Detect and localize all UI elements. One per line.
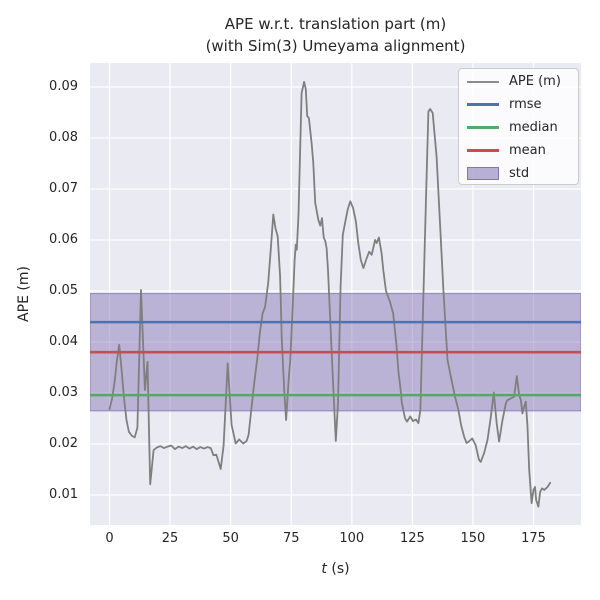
x-axis-label-variable: t bbox=[321, 561, 327, 577]
y-tick-label: 0.04 bbox=[49, 334, 78, 349]
x-tick-label: 125 bbox=[399, 531, 425, 546]
x-axis-label: t (s) bbox=[90, 561, 581, 577]
legend-line-swatch bbox=[467, 80, 499, 83]
plot-area: APE (m) rmse median mean std bbox=[90, 63, 581, 525]
legend-label: std bbox=[509, 166, 530, 181]
legend-item: std bbox=[459, 162, 578, 185]
y-tick-label: 0.02 bbox=[49, 436, 78, 451]
legend-label: mean bbox=[509, 143, 546, 158]
y-tick-label: 0.08 bbox=[49, 130, 78, 146]
ape-curve bbox=[108, 80, 552, 508]
x-tick-label: 150 bbox=[460, 531, 486, 546]
legend-label: APE (m) bbox=[509, 74, 561, 89]
x-tick-label: 100 bbox=[339, 531, 365, 546]
legend-line-swatch bbox=[467, 126, 499, 129]
x-tick-label: 175 bbox=[521, 531, 546, 546]
legend-label: median bbox=[509, 120, 558, 135]
y-tick-label: 0.07 bbox=[49, 181, 78, 197]
legend: APE (m) rmse median mean std bbox=[458, 68, 579, 185]
chart-title: APE w.r.t. translation part (m) (with Si… bbox=[90, 13, 581, 57]
plot-canvas bbox=[90, 63, 581, 525]
y-tick-label: 0.05 bbox=[49, 283, 78, 299]
x-axis-label-unit: (s) bbox=[326, 561, 350, 577]
y-tick-label: 0.06 bbox=[49, 232, 78, 248]
legend-item: median bbox=[459, 116, 578, 139]
legend-item: APE (m) bbox=[459, 70, 578, 93]
x-tick-label: 75 bbox=[282, 531, 300, 546]
legend-item: rmse bbox=[459, 93, 578, 116]
chart-title-line2: (with Sim(3) Umeyama alignment) bbox=[205, 37, 466, 55]
y-tick-label: 0.03 bbox=[49, 385, 78, 400]
legend-item: mean bbox=[459, 139, 578, 162]
x-tick-label: 0 bbox=[105, 531, 114, 546]
legend-line-swatch bbox=[467, 149, 499, 152]
legend-patch-swatch bbox=[467, 167, 499, 180]
chart-title-line1: APE w.r.t. translation part (m) bbox=[224, 15, 447, 33]
x-tick-label: 50 bbox=[222, 531, 239, 546]
legend-line-swatch bbox=[467, 103, 499, 106]
y-tick-label: 0.09 bbox=[49, 79, 78, 95]
legend-label: rmse bbox=[509, 97, 542, 112]
x-tick-label: 25 bbox=[161, 531, 179, 546]
y-axis-label: APE (m) bbox=[16, 266, 32, 322]
y-tick-label: 0.01 bbox=[49, 487, 78, 502]
